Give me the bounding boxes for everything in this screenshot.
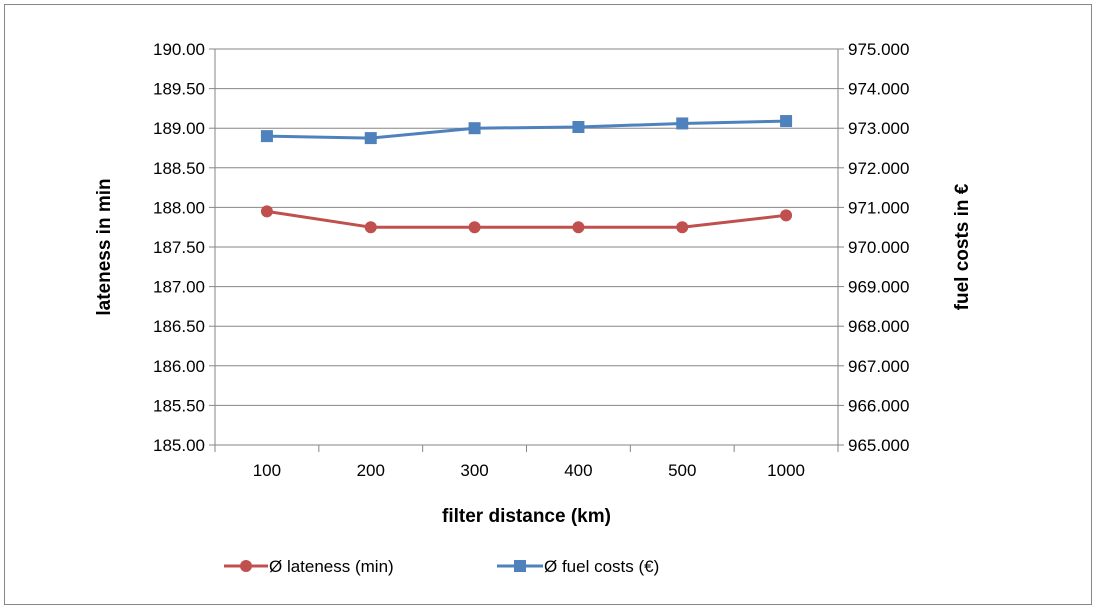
point-lateness [364,221,377,234]
right-tick-label: 974.000 [848,80,909,99]
left-tick-label: 185.50 [153,396,205,415]
right-tick-label: 965.000 [848,436,909,455]
x-tick-label: 1000 [767,461,805,480]
series-line-lateness [266,209,787,229]
right-tick-label: 966.000 [848,396,909,415]
legend-item-lateness[interactable]: Ø lateness (min) [224,557,394,576]
gridlines [209,48,844,446]
right-tick-label: 967.000 [848,357,909,376]
right-tick-label: 972.000 [848,159,909,178]
right-y-axis-title: fuel costs in € [952,183,973,310]
point-fuel-costs [364,132,377,145]
right-tick-label: 970.000 [848,238,909,257]
right-tick-label: 969.000 [848,278,909,297]
point-lateness [572,221,585,234]
left-tick-label: 186.50 [153,317,205,336]
left-tick-label: 188.50 [153,159,205,178]
point-lateness [260,205,273,218]
left-tick-label: 190.00 [153,40,205,59]
right-tick-label: 973.000 [848,119,909,138]
right-y-ticks: 965.000 966.000 967.000 968.000 969.000 970.0… [848,40,909,455]
left-tick-label: 187.50 [153,238,205,257]
left-tick-label: 185.00 [153,436,205,455]
point-lateness [780,209,793,222]
legend-item-fuel-costs[interactable]: Ø fuel costs (€) [497,557,659,576]
series-line-fuel-costs [266,119,787,140]
legend-marker-fuel-costs [514,560,526,572]
right-tick-label: 971.000 [848,198,909,217]
series-layer [260,115,793,234]
legend-label-fuel-costs: Ø fuel costs (€) [544,557,659,576]
left-tick-label: 189.00 [153,119,205,138]
point-fuel-costs [260,130,273,143]
left-tick-label: 189.50 [153,80,205,99]
left-tick-label: 187.00 [153,278,205,297]
left-y-ticks: 185.00 185.50 186.00 186.50 187.00 187.50 188.… [153,40,205,455]
point-lateness [468,221,481,234]
point-fuel-costs [676,117,689,130]
legend-label-lateness: Ø lateness (min) [269,557,394,576]
left-tick-label: 188.00 [153,198,205,217]
legend-marker-lateness [240,560,252,572]
x-tick-label: 200 [357,461,385,480]
right-tick-label: 975.000 [848,40,909,59]
x-axis-title: filter distance (km) [442,506,611,527]
chart-frame [4,4,1092,605]
x-tick-label: 400 [564,461,592,480]
legend: Ø lateness (min) Ø fuel costs (€) [224,557,659,576]
point-fuel-costs [468,122,481,135]
x-tick-label: 300 [460,461,488,480]
right-tick-label: 968.000 [848,317,909,336]
x-ticks: 100 200 300 400 500 1000 [214,445,839,480]
left-y-axis-title: lateness in min [94,178,115,315]
x-tick-label: 500 [668,461,696,480]
x-tick-label: 100 [253,461,281,480]
point-fuel-costs [572,121,585,134]
point-fuel-costs [780,115,793,128]
left-tick-label: 186.00 [153,357,205,376]
point-lateness [676,221,689,234]
